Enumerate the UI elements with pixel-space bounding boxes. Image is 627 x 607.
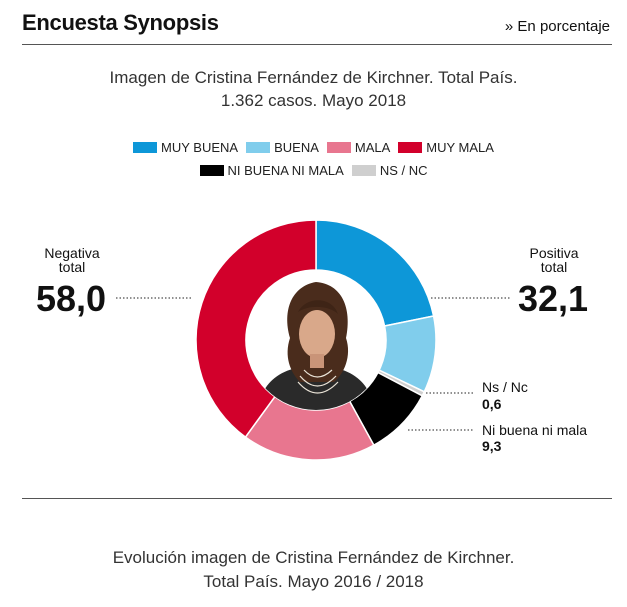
legend-row-1: MUY BUENA BUENA MALA MUY MALA [0, 140, 627, 155]
legend-swatch [199, 165, 224, 176]
divider [22, 498, 612, 499]
legend-label: NS / NC [379, 163, 428, 178]
negativa-value: 58,0 [36, 278, 107, 319]
nsnc-label: Ns / Nc [482, 379, 528, 395]
neutral-label: Ni buena ni mala [482, 422, 588, 438]
legend-label: MALA [354, 140, 391, 155]
legend-swatch [246, 142, 271, 153]
unit-note: » En porcentaje [504, 18, 610, 35]
donut-slices [195, 219, 437, 461]
legend-label: NI BUENA NI MALA [227, 163, 344, 178]
nsnc-value: 0,6 [482, 396, 502, 412]
legend-item: NS / NC [351, 163, 428, 178]
brand-title: Encuesta Synopsis [22, 10, 219, 35]
legend-swatch [326, 142, 351, 153]
footer-title-line2: Total País. Mayo 2016 / 2018 [203, 572, 424, 591]
chart-title-line2: 1.362 casos. Mayo 2018 [220, 91, 407, 110]
legend-swatch [133, 142, 158, 153]
legend-swatch [398, 142, 423, 153]
legend-item: BUENA [246, 140, 319, 155]
legend-label: BUENA [274, 140, 319, 155]
chart-title: Imagen de Cristina Fernández de Kirchner… [0, 66, 627, 112]
legend-swatch [351, 165, 376, 176]
legend-item: MALA [326, 140, 391, 155]
legend-row-2: NI BUENA NI MALA NS / NC [0, 163, 627, 178]
legend-label: MUY MALA [426, 140, 494, 155]
chart-title-line1: Imagen de Cristina Fernández de Kirchner… [109, 68, 518, 87]
header: Encuesta Synopsis » En porcentaje [22, 6, 612, 45]
portrait-photo [246, 270, 386, 410]
neutral-value: 9,3 [482, 438, 502, 454]
legend-item: NI BUENA NI MALA [199, 163, 344, 178]
legend-label: MUY BUENA [161, 140, 239, 155]
footer-title: Evolución imagen de Cristina Fernández d… [0, 546, 627, 594]
legend-item: MUY MALA [398, 140, 494, 155]
legend-item: MUY BUENA [133, 140, 238, 155]
negativa-label: Negativa total [44, 245, 100, 275]
positiva-label: Positiva total [529, 245, 579, 275]
footer-title-line1: Evolución imagen de Cristina Fernández d… [112, 548, 515, 567]
positiva-value: 32,1 [518, 278, 589, 319]
